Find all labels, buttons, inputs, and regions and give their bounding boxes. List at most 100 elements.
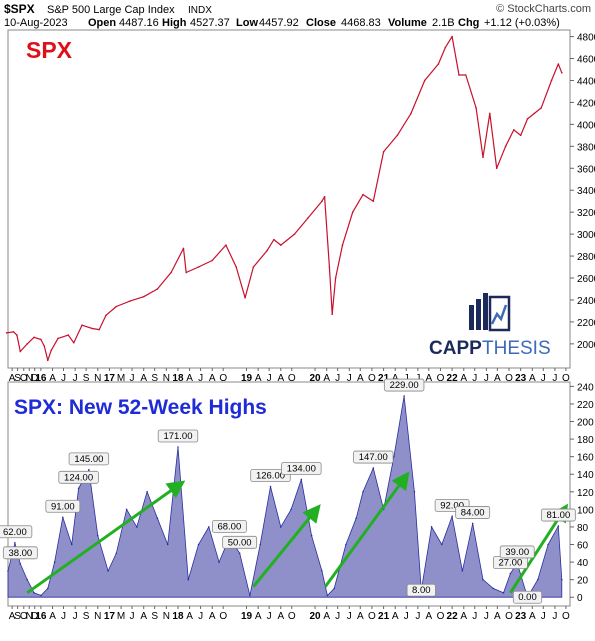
highs-xtick-label: A bbox=[494, 611, 501, 622]
cappthesis-logo: CAPP THESIS bbox=[429, 293, 551, 359]
price-xtick-label: A bbox=[529, 373, 536, 384]
new-highs-point bbox=[62, 516, 64, 519]
highs-ytick-label: 0 bbox=[577, 593, 583, 604]
new-highs-point bbox=[355, 517, 357, 519]
new-highs-point bbox=[53, 561, 56, 563]
highs-ytick-label: 140 bbox=[577, 470, 594, 481]
highs-xtick-label: A bbox=[323, 611, 330, 622]
highs-xtick-label: A bbox=[49, 611, 56, 622]
new-highs-point bbox=[136, 526, 138, 528]
value-tag-box bbox=[2, 546, 38, 560]
highs-xtick-label: D bbox=[31, 611, 38, 622]
spx-price-point bbox=[410, 112, 412, 115]
spx-price-point bbox=[5, 332, 8, 334]
cappthesis-logo-mark bbox=[469, 293, 511, 332]
spx-price-point bbox=[142, 295, 145, 298]
highs-xtick-label: A bbox=[357, 611, 364, 622]
new-highs-point bbox=[249, 594, 251, 597]
green-trend-arrow bbox=[509, 503, 569, 594]
price-xtick-label: 22 bbox=[447, 373, 459, 384]
spx-price-point bbox=[16, 334, 18, 336]
low-value: 4457.92 bbox=[259, 17, 299, 29]
new-highs-point bbox=[441, 543, 443, 546]
price-xtick-label: J bbox=[130, 373, 135, 384]
value-tag-box bbox=[0, 525, 33, 539]
spx-price-point bbox=[244, 296, 246, 299]
highs-xtick-label: 19 bbox=[241, 611, 253, 622]
highs-xtick-label: 16 bbox=[35, 611, 47, 622]
price-xtick-label: A bbox=[140, 373, 147, 384]
highs-xtick-label: J bbox=[198, 611, 203, 622]
highs-xtick-label: M bbox=[117, 611, 125, 622]
highs-ytick-label: 80 bbox=[577, 523, 589, 534]
price-xtick-label: 19 bbox=[241, 373, 253, 384]
value-tag-box bbox=[383, 378, 425, 392]
highs-xtick-label: S bbox=[151, 611, 158, 622]
highs-xtick-label: J bbox=[130, 611, 135, 622]
price-xtick-label: O bbox=[505, 373, 513, 384]
new-highs-point bbox=[345, 543, 347, 546]
highs-xtick-label: N bbox=[94, 611, 101, 622]
highs-xtick-label: A bbox=[209, 611, 216, 622]
value-tag-box bbox=[211, 520, 247, 533]
price-xtick-label: O bbox=[288, 373, 296, 384]
new-highs-point bbox=[46, 587, 49, 590]
price-xtick-label: A bbox=[494, 373, 501, 384]
value-tag-label: 0.00 bbox=[518, 592, 537, 603]
new-highs-point bbox=[177, 446, 179, 448]
new-highs-point bbox=[290, 508, 292, 511]
new-highs-point bbox=[19, 563, 22, 565]
spx-price-point bbox=[57, 337, 59, 340]
new-highs-point bbox=[77, 487, 80, 490]
highs-xtick-label: 17 bbox=[104, 611, 116, 622]
new-highs-point bbox=[321, 570, 323, 572]
spx-price-point bbox=[533, 112, 536, 115]
price-ytick-label: 2000 bbox=[577, 340, 595, 351]
value-tag-box bbox=[157, 429, 199, 443]
value-tag-label: 68.00 bbox=[217, 521, 241, 532]
green-trend-arrow bbox=[324, 471, 410, 588]
value-tag-box bbox=[58, 470, 99, 484]
highs-xtick-label: J bbox=[73, 611, 78, 622]
price-xtick-label: A bbox=[460, 373, 467, 384]
new-highs-point bbox=[471, 522, 474, 525]
price-xtick-label: J bbox=[335, 373, 340, 384]
price-xtick-label: A bbox=[277, 373, 284, 384]
value-tag-box bbox=[250, 469, 291, 482]
price-xtick-label: J bbox=[552, 373, 557, 384]
new-highs-point bbox=[238, 552, 241, 555]
spx-price-point bbox=[211, 259, 214, 262]
spx-price-point bbox=[12, 330, 15, 333]
price-ytick-label: 4600 bbox=[577, 55, 595, 66]
new-highs-point bbox=[26, 578, 28, 581]
spx-price-point bbox=[513, 129, 515, 131]
value-tag-label: 84.00 bbox=[461, 507, 485, 518]
spx-price-point bbox=[225, 244, 227, 246]
new-highs-area bbox=[7, 396, 563, 599]
spx-price-point bbox=[323, 196, 326, 198]
highs-xtick-label: A bbox=[255, 611, 262, 622]
highs-xtick-label: O bbox=[288, 611, 296, 622]
highs-xtick-label: J bbox=[404, 611, 409, 622]
new-highs-point bbox=[509, 572, 512, 575]
value-tag-box bbox=[499, 545, 535, 559]
value-tag-box bbox=[455, 506, 491, 519]
highs-xtick-label: J bbox=[552, 611, 557, 622]
value-tag-box bbox=[68, 452, 110, 466]
new-highs-point bbox=[197, 543, 200, 546]
low-label: Low bbox=[236, 17, 258, 29]
spx-price-point bbox=[26, 343, 28, 345]
price-ytick-label: 2800 bbox=[577, 252, 595, 263]
price-xtick-label: J bbox=[404, 373, 409, 384]
logo-text-thesis: THESIS bbox=[482, 338, 551, 359]
price-xtick-label: A bbox=[9, 373, 16, 384]
new-highs-point bbox=[310, 534, 313, 537]
chg-label: Chg bbox=[458, 17, 479, 29]
new-highs-point bbox=[403, 395, 405, 397]
spx-price-point bbox=[33, 336, 35, 339]
new-highs-point bbox=[96, 534, 99, 537]
highs-xtick-label: A bbox=[460, 611, 467, 622]
price-xtick-label: A bbox=[323, 373, 330, 384]
price-xtick-label: S bbox=[151, 373, 158, 384]
